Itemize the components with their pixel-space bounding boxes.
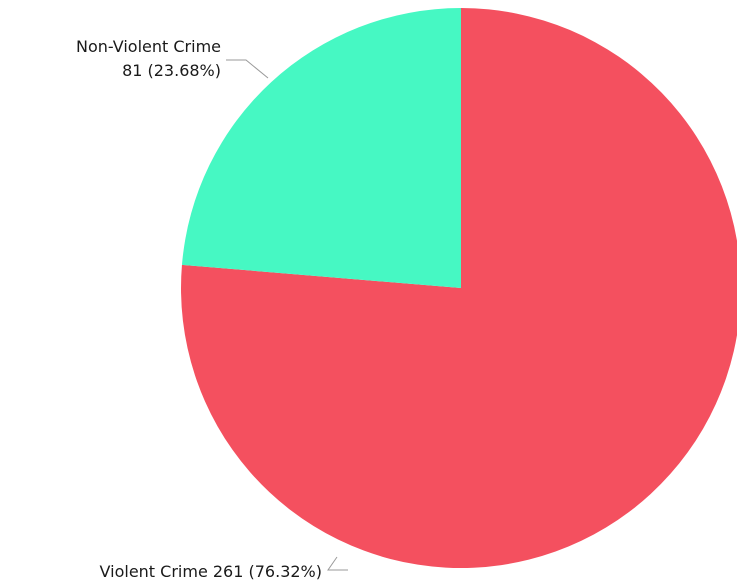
pie-slice-violent-crime <box>181 8 737 568</box>
pie-slice-non-violent-crime <box>181 8 461 288</box>
leader-line-violent <box>327 556 348 571</box>
slice-label-non-violent-value: 81 (23.68%) <box>122 61 221 80</box>
slice-label-violent: Violent Crime 261 (76.32%) <box>100 562 322 581</box>
pie-slices <box>181 8 737 568</box>
slice-label-non-violent-name: Non-Violent Crime <box>76 37 221 56</box>
leader-line-non-violent <box>226 59 269 79</box>
